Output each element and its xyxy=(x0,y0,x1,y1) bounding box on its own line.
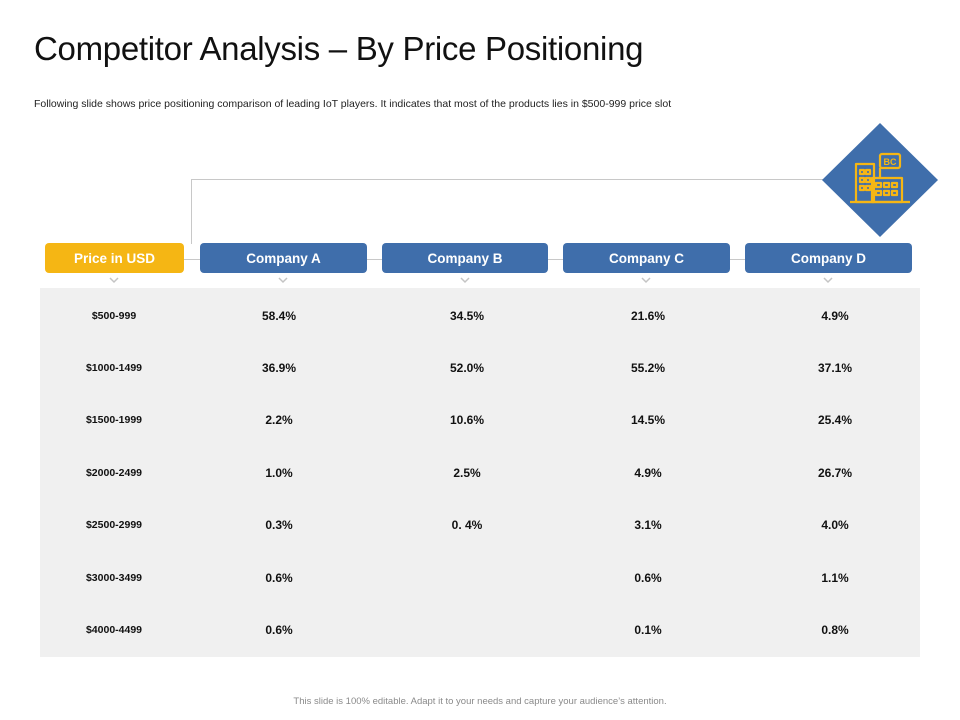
company-b-value xyxy=(407,568,527,588)
company-c-value: 0.6% xyxy=(634,571,662,585)
header-price-in-usd: Price in USD xyxy=(45,243,184,273)
chevron-down-icon xyxy=(460,277,470,284)
price-table: $500-999 58.4% 34.5% 21.6% 4.9% $1000-14… xyxy=(40,288,920,657)
building-icon-badge: BC xyxy=(820,120,940,240)
company-d-value: 26.7% xyxy=(817,466,853,480)
price-range-cell: $4000-4499 xyxy=(85,624,143,636)
company-b-value: 34.5% xyxy=(449,309,485,323)
company-b-value: 2.5% xyxy=(453,466,481,480)
company-b-value xyxy=(407,620,527,640)
header-company-a: Company A xyxy=(200,243,367,273)
chevron-down-icon xyxy=(278,277,288,284)
company-c-value: 55.2% xyxy=(630,361,666,375)
page-subtitle: Following slide shows price positioning … xyxy=(34,98,672,110)
header-company-b: Company B xyxy=(382,243,548,273)
price-range-cell: $3000-3499 xyxy=(85,572,143,584)
company-a-value: 1.0% xyxy=(265,466,293,480)
header-company-c: Company C xyxy=(563,243,730,273)
company-d-value: 37.1% xyxy=(817,361,853,375)
price-range-cell: $1000-1499 xyxy=(85,362,143,374)
header-company-d: Company D xyxy=(745,243,912,273)
price-range-cell: $1500-1999 xyxy=(85,414,143,426)
company-b-value: 52.0% xyxy=(449,361,485,375)
connector-bracket xyxy=(191,179,832,244)
building-icon: BC xyxy=(822,123,938,237)
price-range-cell: $2000-2499 xyxy=(85,467,143,479)
company-d-value: 4.0% xyxy=(821,518,849,532)
company-c-value: 3.1% xyxy=(634,518,662,532)
company-c-value: 14.5% xyxy=(630,413,666,427)
company-a-value: 0.3% xyxy=(265,518,293,532)
company-c-value: 0.1% xyxy=(634,623,662,637)
company-d-value: 0.8% xyxy=(821,623,849,637)
building-icon-label: BC xyxy=(884,157,897,167)
company-b-value: 10.6% xyxy=(449,413,485,427)
page-title: Competitor Analysis – By Price Positioni… xyxy=(34,30,644,67)
chevron-down-icon xyxy=(109,277,119,284)
price-range-cell: $2500-2999 xyxy=(85,519,143,531)
company-a-value: 58.4% xyxy=(261,309,297,323)
company-d-value: 4.9% xyxy=(821,309,849,323)
price-range-cell: $500-999 xyxy=(91,310,137,322)
company-a-value: 2.2% xyxy=(265,413,293,427)
company-a-value: 0.6% xyxy=(265,571,293,585)
company-b-value: 0. 4% xyxy=(451,518,483,532)
footer-note: This slide is 100% editable. Adapt it to… xyxy=(293,696,667,707)
chevron-down-icon xyxy=(823,277,833,284)
company-a-value: 0.6% xyxy=(265,623,293,637)
company-d-value: 1.1% xyxy=(821,571,849,585)
company-c-value: 4.9% xyxy=(634,466,662,480)
chevron-down-icon xyxy=(641,277,651,284)
company-a-value: 36.9% xyxy=(261,361,297,375)
company-c-value: 21.6% xyxy=(630,309,666,323)
company-d-value: 25.4% xyxy=(817,413,853,427)
